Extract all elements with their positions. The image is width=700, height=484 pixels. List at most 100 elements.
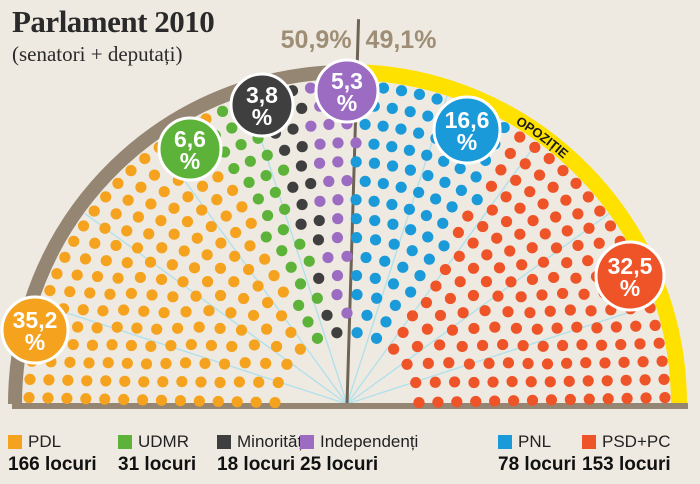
seat-psd-pc xyxy=(439,263,452,276)
seat-pdl xyxy=(102,357,114,369)
seat-pdl xyxy=(118,393,130,406)
seat-psd-pc xyxy=(595,339,608,351)
seat-psd-pc xyxy=(410,376,422,389)
seat-independen-i xyxy=(322,251,334,264)
seat-pdl xyxy=(244,240,256,252)
seat-psd-pc xyxy=(467,289,480,302)
seat-psd-pc xyxy=(541,358,554,370)
spoke-line xyxy=(84,213,348,405)
seat-pdl xyxy=(112,272,124,284)
seat-psd-pc xyxy=(506,375,518,388)
seat-psd-pc xyxy=(570,177,582,189)
seat-psd-pc xyxy=(634,338,646,350)
seat-pdl xyxy=(62,374,74,386)
seat-udmr xyxy=(244,155,256,167)
spoke-line xyxy=(346,213,610,405)
legend-seats-udmr: 31 locuri xyxy=(118,454,197,475)
seat-pdl xyxy=(225,307,237,319)
seat-pdl xyxy=(196,180,209,192)
seat-psd-pc xyxy=(656,355,668,367)
seat-psd-pc xyxy=(468,322,480,335)
legend-seats-independen-i: 25 locuri xyxy=(300,454,379,475)
seat-pdl xyxy=(125,339,138,352)
legend-swatch-pdl xyxy=(8,435,22,449)
seat-minorit-i xyxy=(313,272,325,284)
seat-psd-pc xyxy=(526,273,539,286)
seat-minorit-i xyxy=(296,102,308,114)
percent-label-pdl: 35,2% xyxy=(13,307,58,355)
seat-psd-pc xyxy=(550,211,562,223)
seat-pdl xyxy=(136,394,149,406)
seat-pdl xyxy=(260,357,272,369)
seat-psd-pc xyxy=(599,357,611,369)
opposition-arc xyxy=(356,64,687,405)
seat-pdl xyxy=(155,394,168,406)
seat-pdl xyxy=(135,181,147,193)
seat-udmr xyxy=(226,122,238,134)
seat-pdl xyxy=(228,276,240,288)
seat-psd-pc xyxy=(432,396,444,408)
seat-udmr xyxy=(252,193,264,205)
legend-swatch-minorit-i xyxy=(217,435,231,449)
spoke-line xyxy=(346,303,656,405)
seat-minorit-i xyxy=(295,160,308,172)
seat-psd-pc xyxy=(526,242,538,254)
seat-udmr xyxy=(293,299,305,311)
seat-psd-pc xyxy=(561,225,573,237)
seat-psd-pc xyxy=(504,147,516,160)
seat-psd-pc xyxy=(551,322,563,334)
seat-psd-pc xyxy=(539,228,551,240)
seat-pnl xyxy=(368,195,380,207)
bubble-pdl xyxy=(0,295,70,365)
seat-psd-pc xyxy=(524,186,536,198)
seat-psd-pc xyxy=(422,357,434,369)
seat-pdl xyxy=(236,201,248,213)
seat-psd-pc xyxy=(444,292,456,305)
seat-pnl xyxy=(379,255,391,267)
seat-psd-pc xyxy=(434,339,446,351)
seat-pdl xyxy=(181,216,194,228)
seat-independen-i xyxy=(332,156,344,168)
seat-pdl xyxy=(239,357,251,369)
seat-udmr xyxy=(294,278,307,290)
seat-pdl xyxy=(253,376,265,388)
seat-psd-pc xyxy=(602,393,614,405)
seat-pnl xyxy=(386,102,398,114)
seat-pnl xyxy=(386,141,398,153)
seat-psd-pc xyxy=(550,242,563,254)
seat-pdl xyxy=(125,287,137,300)
seat-pdl xyxy=(157,376,169,388)
seat-pnl xyxy=(369,272,381,284)
seat-pdl xyxy=(230,226,242,239)
seat-pnl xyxy=(370,332,383,344)
seat-psd-pc xyxy=(526,394,539,406)
seat-pnl xyxy=(380,316,392,328)
seat-psd-pc xyxy=(576,339,588,351)
seat-pnl xyxy=(471,194,483,206)
legend-swatch-pnl xyxy=(498,435,512,449)
seat-pnl xyxy=(437,217,449,229)
seat-psd-pc xyxy=(517,340,529,352)
seat-pdl xyxy=(99,222,111,234)
seat-pdl xyxy=(24,373,36,385)
seat-psd-pc xyxy=(561,357,573,369)
seat-pdl xyxy=(193,395,205,407)
seat-pdl xyxy=(148,169,161,181)
seat-psd-pc xyxy=(487,376,499,388)
seat-pnl xyxy=(404,106,416,118)
seat-pnl xyxy=(386,160,399,172)
seat-pdl xyxy=(88,205,100,217)
seat-pdl xyxy=(112,177,124,189)
seat-pdl xyxy=(125,165,137,177)
seat-psd-pc xyxy=(543,152,555,165)
seat-psd-pc xyxy=(495,164,507,176)
seat-psd-pc xyxy=(582,375,594,387)
spoke-line xyxy=(38,303,348,405)
seat-pdl xyxy=(118,304,130,316)
seat-pdl xyxy=(79,253,92,265)
legend-name-psd-pc: PSD+PC xyxy=(602,432,671,451)
seat-minorit-i xyxy=(295,218,307,230)
seat-minorit-i xyxy=(296,141,308,153)
seat-pdl xyxy=(155,273,168,286)
seat-pnl xyxy=(351,327,363,339)
